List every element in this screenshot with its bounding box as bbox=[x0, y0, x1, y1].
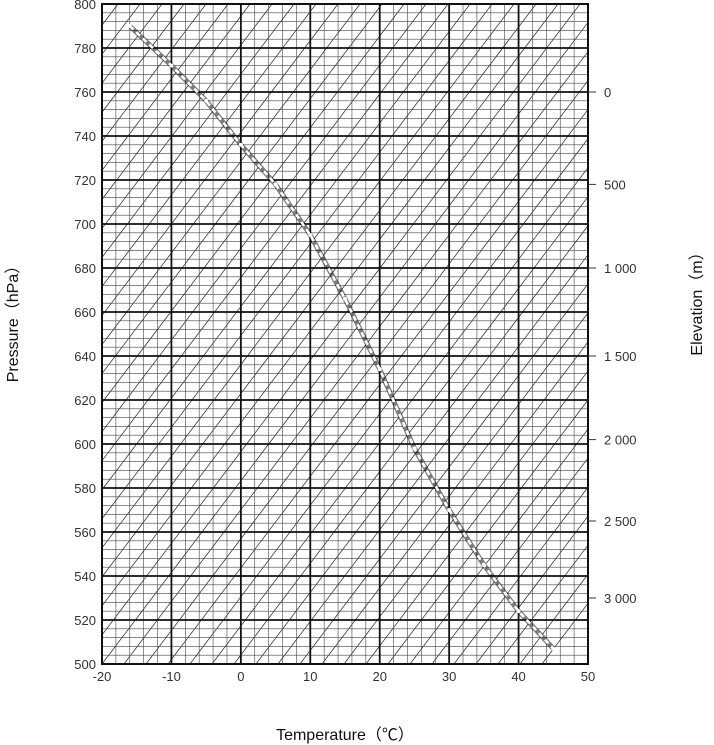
y-tick-label: 520 bbox=[74, 613, 96, 628]
y-tick-label: 640 bbox=[74, 349, 96, 364]
plot-frame bbox=[101, 3, 589, 665]
diagonal-guide-line bbox=[102, 4, 251, 200]
y-tick-label: 780 bbox=[74, 41, 96, 56]
x-tick-label: 30 bbox=[442, 669, 456, 684]
diagonal-guide-line bbox=[102, 4, 427, 433]
elevation-tick-label: 2 500 bbox=[604, 514, 637, 529]
elevation-tick-label: 0 bbox=[604, 85, 611, 100]
diagonal-guide-line bbox=[102, 4, 317, 288]
diagonal-guide-line bbox=[211, 167, 588, 664]
diagonal-guide-line bbox=[102, 4, 449, 462]
elevation-tick-label: 3 000 bbox=[604, 591, 637, 606]
y-tick-label: 700 bbox=[74, 217, 96, 232]
diagonal-guide-line bbox=[102, 4, 581, 636]
diagonal-guide-line bbox=[299, 283, 588, 664]
diagonal-guide-line bbox=[189, 138, 588, 664]
y-tick-label: 800 bbox=[74, 0, 96, 12]
diagonal-guide-line bbox=[123, 50, 588, 664]
diagonal-guide-line bbox=[475, 515, 588, 664]
diagonal-guide-line bbox=[102, 4, 273, 229]
diagonal-guide-line bbox=[102, 4, 515, 549]
y-tick-label: 500 bbox=[74, 657, 96, 672]
elevation-axis-title: Elevation（m） bbox=[688, 244, 706, 355]
diagonal-guide-line bbox=[321, 312, 588, 664]
x-tick-label: -10 bbox=[162, 669, 181, 684]
diagonal-guide-line bbox=[167, 109, 588, 664]
x-tick-label: 20 bbox=[372, 669, 386, 684]
series-point bbox=[481, 563, 486, 567]
x-tick-label: 40 bbox=[511, 669, 525, 684]
elevation-tick-label: 2 000 bbox=[604, 433, 637, 448]
series-point bbox=[447, 508, 452, 512]
x-tick-label: 0 bbox=[237, 669, 244, 684]
y-tick-label: 540 bbox=[74, 569, 96, 584]
y-tick-label: 720 bbox=[74, 173, 96, 188]
series-point bbox=[127, 24, 132, 28]
diagonal-guide-line bbox=[102, 4, 207, 142]
diagonal-guide-line bbox=[102, 4, 559, 607]
y-tick-label: 600 bbox=[74, 437, 96, 452]
major-grid bbox=[102, 4, 588, 664]
series-point bbox=[343, 296, 347, 301]
x-tick-label: 50 bbox=[581, 669, 595, 684]
y-tick-label: 760 bbox=[74, 85, 96, 100]
diagonal-guide-line bbox=[409, 428, 588, 664]
x-axis-title: Temperature（℃） bbox=[276, 726, 414, 744]
diagonal-guide-line bbox=[277, 254, 588, 664]
diagonal-guide-line bbox=[387, 399, 588, 664]
series-point bbox=[308, 233, 313, 237]
series-point bbox=[238, 142, 243, 147]
diagonal-guide-line bbox=[431, 457, 588, 664]
diagonal-guide-line bbox=[102, 4, 405, 404]
elevation-tick-label: 1 500 bbox=[604, 349, 637, 364]
diagonal-guide-line bbox=[102, 4, 295, 259]
y-tick-label: 620 bbox=[74, 393, 96, 408]
diagonal-guide-line bbox=[497, 544, 588, 664]
elevation-tick-label: 500 bbox=[604, 177, 626, 192]
diagonal-guide-line bbox=[145, 79, 588, 664]
diagonal-guide-line bbox=[233, 196, 588, 664]
diagonal-guide-line bbox=[453, 486, 588, 664]
series-point bbox=[377, 367, 382, 372]
series-point bbox=[273, 182, 278, 187]
y-axis-title: Pressure（hPa） bbox=[4, 258, 22, 383]
series-point bbox=[551, 646, 556, 651]
y-tick-label: 560 bbox=[74, 525, 96, 540]
y-tick-label: 740 bbox=[74, 129, 96, 144]
x-axis-ticks: -20 -10 0 10 20 30 40 50 bbox=[93, 669, 596, 684]
diagonal-guide-line bbox=[102, 4, 493, 520]
diagonal-guide-line bbox=[102, 4, 229, 171]
series-layer bbox=[127, 24, 556, 651]
elevation-tick-label: 1 000 bbox=[604, 261, 637, 276]
series-point bbox=[169, 63, 174, 68]
y-tick-label: 660 bbox=[74, 305, 96, 320]
y-tick-label: 680 bbox=[74, 261, 96, 276]
diagonal-guide-line bbox=[102, 4, 537, 578]
series-point bbox=[516, 609, 521, 614]
x-tick-label: 10 bbox=[303, 669, 317, 684]
x-tick-label: -20 bbox=[93, 669, 112, 684]
diagonal-guide-line bbox=[343, 341, 588, 664]
elevation-axis-ticks: 0 500 1 000 1 500 2 000 2 500 3 000 bbox=[588, 85, 637, 606]
series-point bbox=[412, 446, 417, 451]
diagonal-guide-line bbox=[102, 4, 471, 491]
y-tick-label: 580 bbox=[74, 481, 96, 496]
diagonal-guide-line bbox=[102, 4, 361, 346]
diagonal-guide-line bbox=[255, 225, 588, 664]
plot-background bbox=[102, 4, 588, 664]
y-axis-ticks: 500 520 540 560 580 600 620 640 660 680 700 720 740 7… bbox=[74, 0, 96, 672]
series-point bbox=[204, 98, 209, 103]
diagonal-guide-line bbox=[102, 4, 383, 375]
